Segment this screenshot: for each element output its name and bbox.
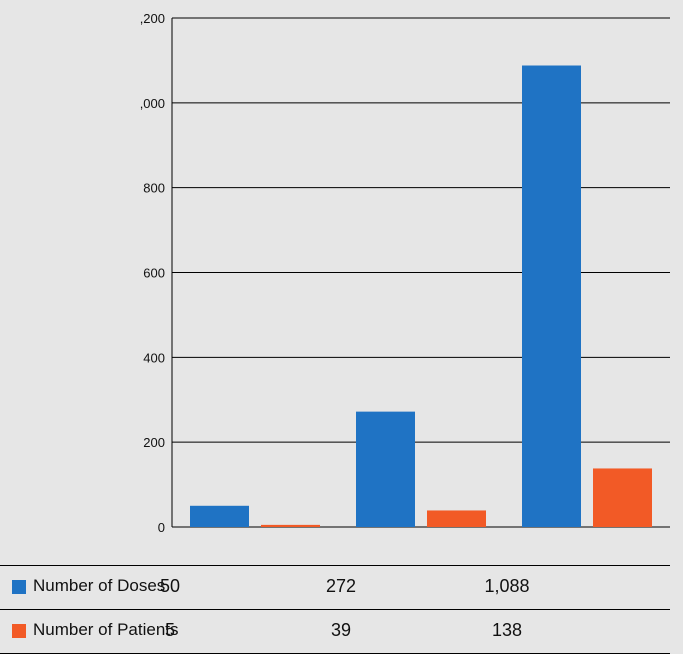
y-tick-label: 600 (143, 266, 165, 281)
table-rule (0, 565, 670, 566)
table-cell: 138 (491, 620, 523, 640)
y-tick-label: 800 (143, 181, 165, 196)
table-cell: 39 (330, 620, 352, 640)
table-cell: 5 (164, 620, 175, 640)
y-tick-label: 0 (158, 520, 165, 535)
bar-patients (427, 510, 486, 527)
row-label: Number of Doses (33, 576, 166, 595)
y-tick-label: ,200 (140, 11, 165, 26)
bars (190, 65, 652, 528)
bar-patients (261, 524, 320, 527)
doses-swatch (12, 580, 26, 594)
patients-swatch (12, 624, 26, 638)
bar-doses (522, 65, 581, 528)
table-row-doses: Number of Doses 50 272 1,088 (0, 565, 683, 609)
table-rule (0, 609, 670, 610)
gridlines (172, 17, 670, 528)
table-cell: 272 (325, 576, 357, 596)
y-tick-label: ,000 (140, 96, 165, 111)
y-tick-labels: 0 200 400 600 800 ,000 ,200 (140, 11, 165, 535)
bar-patients (593, 468, 652, 527)
table-cell: 1,088 (484, 576, 530, 596)
table-row-patients: Number of Patients 5 39 138 (0, 609, 683, 653)
y-tick-label: 400 (143, 350, 165, 365)
bar-doses (356, 411, 415, 527)
row-label: Number of Patients (33, 620, 179, 639)
bar-doses (190, 505, 249, 527)
y-tick-label: 200 (143, 435, 165, 450)
table-cell: 50 (159, 576, 181, 596)
